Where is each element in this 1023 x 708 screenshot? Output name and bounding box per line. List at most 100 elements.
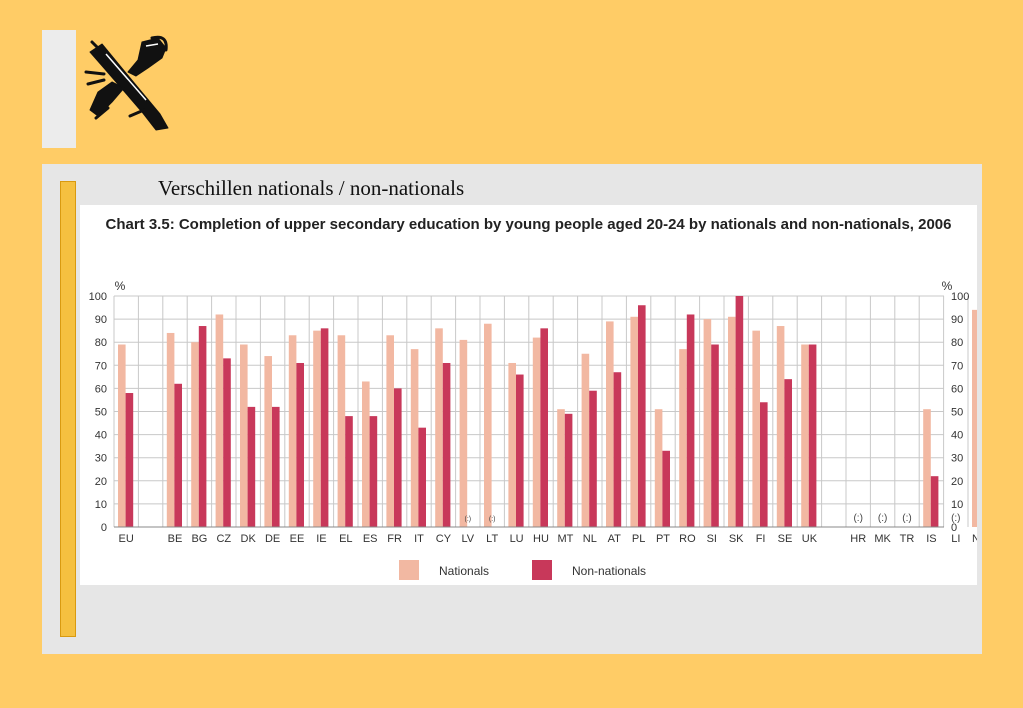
bar-non-nationals-ie — [320, 328, 329, 527]
y-tick-label-right: 0 — [951, 522, 957, 534]
bar-nationals-hu — [532, 337, 541, 527]
bar-non-nationals-el — [345, 416, 353, 527]
missing-data-marker: (:) — [853, 513, 862, 524]
x-tick-label: CZ — [216, 533, 231, 545]
x-tick-label: LU — [510, 533, 524, 545]
x-tick-label: CY — [436, 533, 452, 545]
bar-non-nationals-ro — [686, 314, 695, 527]
slide-title: Verschillen nationals / non-nationals — [158, 176, 465, 200]
bar-non-nationals-fi — [760, 402, 768, 527]
x-tick-label: FI — [756, 533, 766, 545]
y-tick-label-left: 40 — [95, 430, 107, 442]
y-tick-label-right: 90 — [951, 314, 963, 326]
x-tick-label: RO — [679, 533, 696, 545]
chart-title: Chart 3.5: Completion of upper secondary… — [105, 216, 952, 233]
y-axis-unit-right: % — [942, 279, 953, 293]
x-tick-label: PL — [632, 533, 645, 545]
x-tick-label: SI — [707, 533, 717, 545]
bar-non-nationals-bg — [198, 326, 207, 527]
bar-nationals-ro — [679, 349, 687, 527]
x-tick-label: EL — [339, 533, 352, 545]
x-tick-label: EE — [290, 533, 305, 545]
bar-nationals-uk — [801, 344, 809, 527]
bar-nationals-eu — [118, 344, 126, 527]
x-tick-label: NL — [583, 533, 597, 545]
bar-nationals-se — [776, 326, 785, 527]
bar-non-nationals-se — [784, 379, 792, 527]
bar-non-nationals-is — [930, 476, 939, 527]
y-tick-label-left: 0 — [101, 522, 107, 534]
bar-non-nationals-it — [418, 427, 426, 527]
x-tick-label: LT — [486, 533, 498, 545]
accent-bar — [60, 181, 76, 637]
x-tick-label: ES — [363, 533, 378, 545]
x-tick-label: HR — [850, 533, 866, 545]
x-tick-label: HU — [533, 533, 549, 545]
x-tick-label: SK — [729, 533, 744, 545]
x-tick-label: SE — [778, 533, 793, 545]
x-tick-label: DE — [265, 533, 280, 545]
bar-non-nationals-sk — [735, 296, 744, 527]
y-tick-label-left: 80 — [95, 337, 107, 349]
y-tick-label-right: 70 — [951, 360, 963, 372]
bar-nationals-cy — [435, 328, 443, 527]
bar-non-nationals-ee — [296, 362, 304, 527]
bar-nationals-ee — [288, 335, 297, 527]
y-tick-label-left: 60 — [95, 383, 107, 395]
y-tick-label-right: 80 — [951, 337, 963, 349]
x-tick-label: BE — [168, 533, 183, 545]
bar-nationals-sk — [728, 316, 736, 527]
missing-data-marker: (:) — [464, 516, 471, 523]
bar-nationals-lu — [508, 362, 516, 527]
bar-chart: 0 0 10 10 20 20 30 30 40 40 50 50 60 60 70 70 80 80 90 90 10… — [89, 279, 977, 580]
x-tick-label: UK — [802, 533, 818, 545]
x-tick-label: AT — [608, 533, 622, 545]
bar-non-nationals-pl — [638, 305, 646, 527]
bar-nationals-si — [703, 319, 712, 527]
bar-non-nationals-es — [369, 416, 378, 527]
bar-nationals-bg — [191, 342, 199, 527]
bar-non-nationals-at — [613, 372, 622, 527]
x-tick-label: IE — [316, 533, 326, 545]
legend-swatch-nationals — [399, 560, 419, 580]
y-tick-label-left: 90 — [95, 314, 107, 326]
y-tick-label-right: 50 — [951, 407, 963, 419]
bar-non-nationals-eu — [125, 393, 134, 527]
bar-nationals-es — [362, 381, 370, 527]
y-tick-label-left: 100 — [89, 291, 107, 303]
x-tick-label: MK — [874, 533, 891, 545]
y-tick-label-right: 100 — [951, 291, 969, 303]
y-tick-label-right: 60 — [951, 383, 963, 395]
bar-nationals-el — [337, 335, 346, 527]
legend-label-nationals: Nationals — [439, 564, 489, 578]
y-tick-label-left: 50 — [95, 407, 107, 419]
bar-non-nationals-lu — [516, 374, 524, 527]
bar-non-nationals-nl — [589, 390, 597, 527]
chart-area: 0 0 10 10 20 20 30 30 40 40 50 50 60 60 70 70 80 80 90 90 10… — [80, 205, 977, 585]
bar-nationals-cz — [215, 314, 224, 527]
bar-non-nationals-fr — [394, 388, 402, 527]
x-tick-label: LI — [951, 533, 960, 545]
y-tick-label-right: 10 — [951, 499, 963, 511]
y-tick-label-left: 10 — [95, 499, 107, 511]
x-tick-label: IT — [414, 533, 424, 545]
missing-data-marker: (:) — [951, 513, 960, 524]
bar-nationals-nl — [581, 353, 590, 527]
bar-nationals-be — [166, 332, 175, 527]
x-tick-label: DK — [241, 533, 257, 545]
missing-data-marker: (:) — [489, 516, 496, 523]
missing-data-marker: (:) — [902, 513, 911, 524]
bar-non-nationals-uk — [808, 344, 817, 527]
y-tick-label-left: 20 — [95, 476, 107, 488]
bar-non-nationals-de — [272, 406, 280, 527]
bar-non-nationals-hu — [540, 328, 548, 527]
bar-nationals-at — [606, 321, 614, 527]
bar-non-nationals-cy — [442, 362, 451, 527]
y-tick-label-right: 30 — [951, 453, 963, 465]
missing-data-marker: (:) — [878, 513, 887, 524]
bar-nationals-mt — [557, 409, 565, 527]
x-tick-label: PT — [656, 533, 670, 545]
x-tick-label: TR — [900, 533, 915, 545]
flemish-lion-logo — [84, 35, 169, 131]
x-tick-label: LV — [461, 533, 474, 545]
